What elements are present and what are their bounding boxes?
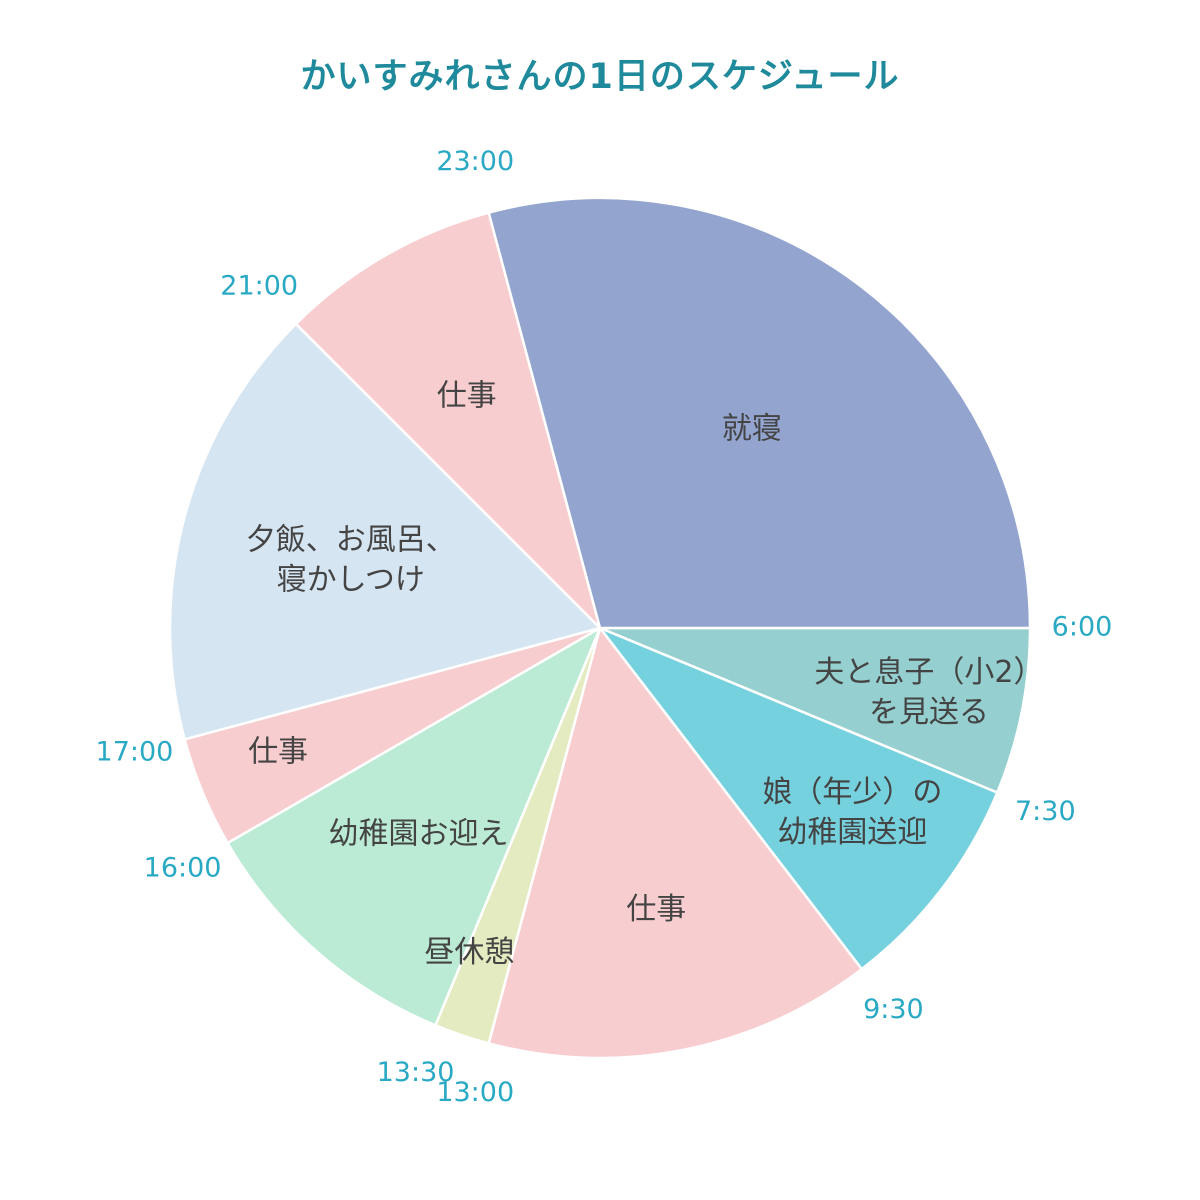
pie-slice-1 bbox=[599, 626, 1032, 795]
slice-label-9-line-1: 就寝 bbox=[722, 412, 782, 447]
pie-slice-9 bbox=[487, 196, 1032, 630]
time-label-4: 13:00 bbox=[436, 1077, 514, 1108]
pie-slice-2 bbox=[596, 625, 999, 971]
slices-layer bbox=[168, 196, 1032, 1060]
time-label-2: 7:30 bbox=[1015, 796, 1076, 827]
slice-label-2-line-1: 娘（年少）の bbox=[762, 775, 942, 810]
time-label-3: 9:30 bbox=[863, 994, 924, 1025]
slice-label-7-line-1: 夕飯、お風呂、 bbox=[246, 523, 456, 558]
slice-labels-layer: 夫と息子（小2）を見送る娘（年少）の幼稚園送迎仕事昼休憩幼稚園お迎え仕事夕飯、お… bbox=[246, 379, 1044, 971]
pie-slice-7 bbox=[168, 322, 603, 741]
slice-label-2-line-2: 幼稚園送迎 bbox=[777, 815, 927, 850]
slice-label-1-line-2: を見送る bbox=[869, 695, 989, 730]
time-label-9: 23:00 bbox=[436, 146, 514, 177]
time-label-8: 21:00 bbox=[220, 271, 298, 302]
slice-label-6-line-1: 仕事 bbox=[248, 735, 308, 770]
slice-label-1-line-1: 夫と息子（小2） bbox=[814, 655, 1043, 690]
pie-slice-5 bbox=[225, 625, 603, 1027]
slice-label-7-line-2: 寝かしつけ bbox=[277, 563, 425, 598]
time-label-7: 17:00 bbox=[96, 736, 174, 767]
time-label-5: 13:30 bbox=[377, 1057, 455, 1088]
time-label-6: 16:00 bbox=[144, 853, 222, 884]
time-label-1: 6:00 bbox=[1052, 612, 1113, 643]
slice-label-8-line-1: 仕事 bbox=[437, 379, 497, 414]
pie-slice-8 bbox=[294, 211, 603, 633]
chart-title: かいすみれさんの1日のスケジュール bbox=[300, 57, 900, 97]
slice-label-4-line-1: 昼休憩 bbox=[424, 935, 514, 970]
slice-label-5-line-1: 幼稚園お迎え bbox=[329, 816, 509, 851]
pie-slice-3 bbox=[487, 625, 864, 1060]
slice-label-3-line-1: 仕事 bbox=[626, 892, 686, 927]
